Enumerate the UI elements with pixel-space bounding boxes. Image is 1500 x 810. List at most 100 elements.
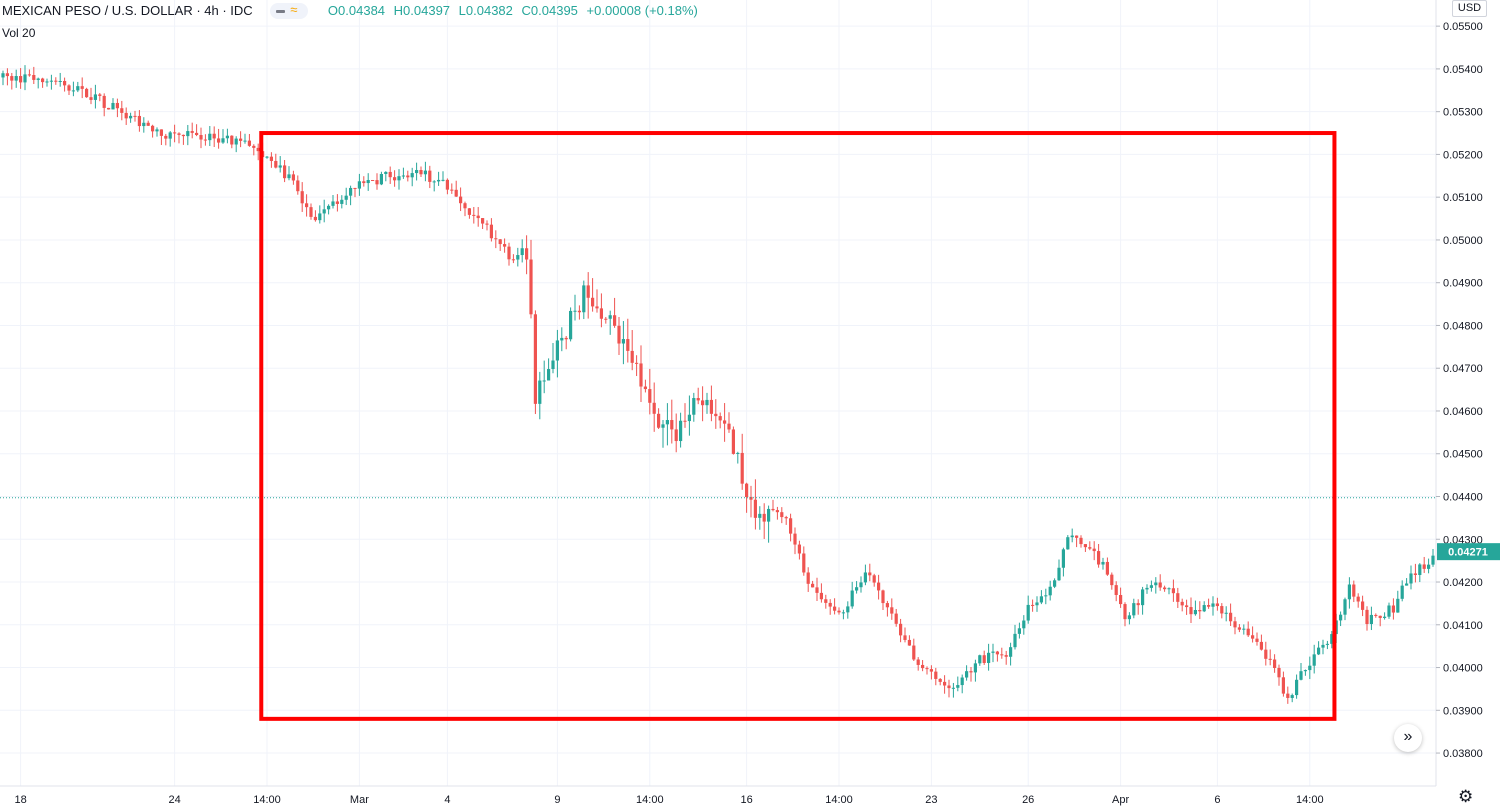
indicator-toggle[interactable]: ≈ — [270, 1, 309, 19]
candle-body — [1273, 659, 1277, 668]
candlestick-series — [1, 65, 1435, 704]
candle-body — [859, 582, 863, 588]
candle — [10, 72, 14, 90]
candle — [1251, 626, 1255, 643]
candle-body — [723, 420, 727, 424]
candle-body — [797, 544, 801, 554]
candle-body — [573, 310, 577, 312]
candle — [1242, 624, 1246, 635]
candle-body — [1048, 586, 1052, 596]
candle-body — [819, 592, 823, 600]
chart-legend: MEXICAN PESO / U.S. DOLLAR · 4h · IDC ≈ … — [2, 1, 703, 20]
x-tick-label: 6 — [1214, 794, 1220, 806]
candle-body — [850, 590, 854, 607]
currency-badge[interactable]: USD — [1452, 0, 1487, 17]
candle-body — [1224, 612, 1228, 614]
candle — [459, 187, 463, 212]
candle — [973, 659, 977, 682]
candle — [1383, 612, 1387, 620]
candle-body — [1325, 643, 1329, 645]
candle-body — [1154, 582, 1158, 586]
symbol-title[interactable]: MEXICAN PESO / U.S. DOLLAR · 4h · IDC — [2, 3, 253, 18]
candle-body — [595, 306, 599, 309]
candle — [569, 307, 573, 342]
candle-body — [916, 659, 920, 665]
candle — [617, 316, 621, 356]
candle — [934, 667, 938, 686]
candle-body — [159, 129, 163, 136]
price-axis[interactable]: 0.038000.039000.040000.041000.042000.043… — [1435, 0, 1500, 786]
candle — [129, 112, 133, 123]
candle — [652, 382, 656, 432]
candle-body — [745, 483, 749, 498]
scroll-to-realtime-button[interactable]: » — [1394, 724, 1422, 752]
candle-body — [811, 583, 815, 588]
candle — [133, 110, 137, 122]
candle-body — [525, 248, 529, 260]
candle-body — [256, 147, 260, 152]
candle — [450, 183, 454, 194]
candle-body — [349, 187, 353, 196]
candle — [969, 666, 973, 682]
candle — [331, 195, 335, 209]
candle-body — [287, 174, 291, 179]
hide-icon[interactable] — [276, 9, 286, 13]
candle-body — [679, 420, 683, 442]
candle-body — [393, 177, 397, 181]
candle-body — [313, 216, 317, 221]
candle — [828, 599, 832, 615]
candle — [516, 247, 520, 267]
candle-body — [410, 173, 414, 178]
candle — [1048, 580, 1052, 601]
candle — [1154, 577, 1158, 594]
candle — [318, 205, 322, 224]
candle-body — [494, 238, 498, 240]
y-tick-label: 0.05500 — [1443, 21, 1483, 33]
candle-body — [467, 208, 471, 215]
settings-gear-icon[interactable]: ⚙ — [1458, 787, 1474, 806]
candle-body — [274, 160, 278, 168]
candle — [247, 133, 251, 147]
candle-body — [1044, 595, 1048, 597]
candle-body — [863, 572, 867, 583]
candle — [872, 573, 876, 587]
volume-label[interactable]: Vol 20 — [2, 26, 36, 40]
candle-body — [239, 138, 243, 141]
candle — [547, 358, 551, 381]
candle-body — [758, 513, 762, 518]
y-tick-label: 0.03900 — [1443, 705, 1483, 717]
candle-body — [115, 102, 119, 109]
candle — [648, 368, 652, 415]
candle — [793, 527, 797, 555]
candle-body — [1413, 573, 1417, 575]
candle — [243, 133, 247, 144]
candle — [287, 166, 291, 181]
candle-body — [630, 350, 634, 363]
candle-body — [705, 399, 709, 406]
candle-body — [577, 310, 581, 313]
candle — [503, 238, 507, 253]
candle — [1022, 615, 1026, 635]
candle-body — [683, 420, 687, 422]
candle — [190, 122, 194, 139]
candle — [727, 412, 731, 433]
annotation-rectangle[interactable] — [259, 131, 1337, 721]
candle-body — [93, 94, 97, 100]
candle-body — [371, 180, 375, 182]
candle — [393, 170, 397, 187]
time-axis[interactable]: 18 24 14:00 Mar 4 9 14:00 16 14:00 23 26 Apr 6 14:00 — [0, 785, 1500, 810]
candle-body — [542, 380, 546, 382]
candle-body — [397, 176, 401, 181]
candle — [863, 564, 867, 586]
candle — [855, 581, 859, 594]
candle — [1009, 642, 1013, 666]
candle-body — [1026, 604, 1030, 621]
candle — [670, 399, 674, 444]
candle-body — [199, 135, 203, 140]
x-tick-label: Apr — [1112, 794, 1129, 806]
candle — [877, 574, 881, 600]
candle-body — [661, 424, 665, 428]
candle-body — [551, 360, 555, 370]
compare-icon[interactable]: ≈ — [290, 1, 298, 17]
